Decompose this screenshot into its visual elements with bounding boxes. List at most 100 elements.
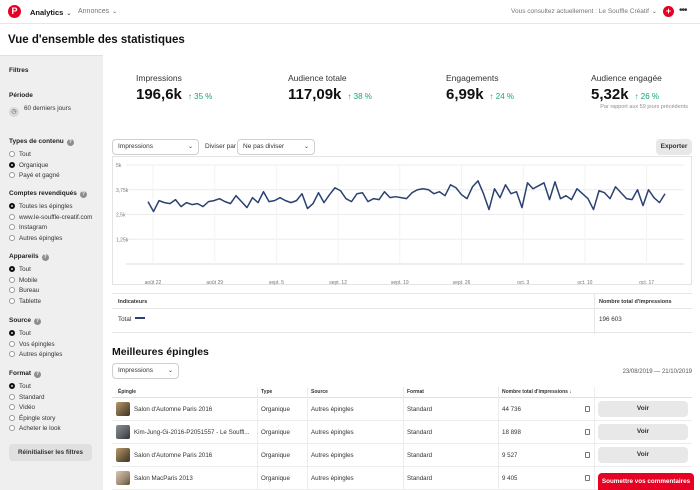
radio-button[interactable] [9, 425, 15, 431]
radio-button[interactable] [9, 351, 15, 357]
format-option[interactable]: Standard [9, 393, 45, 401]
column-header-impressions[interactable]: Nombre total d'impressions ↓ [502, 389, 572, 395]
copy-icon[interactable] [585, 475, 590, 481]
help-icon[interactable]: ? [34, 318, 42, 325]
radio-button[interactable] [9, 172, 15, 178]
claimed-accounts-option[interactable]: Toutes les épingles [9, 203, 73, 210]
claimed-accounts-option[interactable]: www.le-souffle-creatif.com [9, 213, 92, 221]
radio-button[interactable] [9, 297, 15, 304]
comparison-note: Par rapport aux 59 jours précédents [600, 104, 688, 110]
radio-button[interactable] [9, 224, 15, 230]
source-option[interactable]: Vos épingles [9, 340, 55, 348]
pin-source: Autres épingles [311, 475, 354, 482]
indicator-row-label: Total [118, 316, 146, 323]
reset-filters-button[interactable]: Réinitialiser les filtres [9, 444, 92, 461]
devices-option[interactable]: Mobile [9, 276, 38, 284]
column-header-format[interactable]: Format [407, 389, 424, 395]
view-pin-button[interactable]: Voir [598, 447, 688, 463]
pin-thumbnail[interactable] [116, 471, 130, 485]
split-by-select-value: Ne pas diviser [243, 143, 285, 150]
radio-button[interactable] [9, 276, 15, 283]
devices-option[interactable]: Tablette [9, 297, 41, 305]
claimed-accounts-option[interactable]: Autres épingles [9, 234, 62, 242]
content-types-option[interactable]: Payé et gagné [9, 172, 60, 179]
source-option[interactable]: Autres épingles [9, 351, 62, 358]
claimed-accounts-option[interactable]: Instagram [9, 224, 47, 231]
radio-button[interactable] [9, 161, 15, 168]
radio-button[interactable] [9, 404, 15, 410]
table-row[interactable]: Salon d'Automne Paris 2016 Organique Aut… [112, 398, 692, 421]
indicators-table: Indicateurs Nombre total d'impressions T… [112, 293, 692, 334]
stat-value: 6,99k [446, 86, 484, 103]
devices-heading: Appareils? [9, 253, 49, 261]
source-option[interactable]: Tout [9, 330, 31, 337]
help-icon[interactable]: ? [79, 191, 87, 198]
radio-button[interactable] [9, 266, 15, 272]
top-pins-title: Meilleures épingles [112, 346, 209, 358]
format-option[interactable]: Vidéo [9, 404, 35, 411]
radio-label: Tout [19, 151, 31, 158]
pin-title[interactable]: Salon d'Automne Paris 2016 [134, 406, 213, 413]
y-tick-label: 5k [116, 163, 122, 169]
analytics-menu[interactable]: Analytics ⌄ [30, 8, 71, 17]
chevron-down-icon: ⌄ [187, 144, 193, 150]
x-tick-label: oct. 10 [577, 280, 592, 285]
add-icon[interactable]: + [663, 6, 674, 17]
radio-button[interactable] [9, 151, 15, 157]
format-option[interactable]: Épingle story [9, 414, 55, 422]
account-switcher[interactable]: Vous consultez actuellement : Le Souffle… [511, 8, 657, 15]
column-header-pin[interactable]: Épingle [118, 389, 137, 395]
help-icon[interactable]: ? [34, 371, 42, 378]
radio-label: Organique [19, 161, 49, 169]
devices-option[interactable]: Tout [9, 266, 31, 273]
pin-type: Organique [261, 475, 290, 482]
pin-thumbnail[interactable] [116, 425, 130, 439]
radio-button[interactable] [9, 287, 15, 293]
export-button[interactable]: Exporter [656, 139, 692, 155]
help-icon[interactable]: ? [41, 254, 49, 261]
stat-change: 24 % [495, 92, 515, 101]
column-divider [403, 387, 404, 490]
copy-icon[interactable] [585, 429, 590, 435]
table-row[interactable]: Salon d'Automne Paris 2016 Organique Aut… [112, 444, 692, 467]
metric-select[interactable]: Impressions ⌄ [112, 139, 199, 155]
view-pin-button[interactable]: Voir [598, 401, 688, 417]
radio-button[interactable] [9, 330, 15, 336]
column-header-source[interactable]: Source [311, 389, 328, 395]
radio-button[interactable] [9, 234, 15, 241]
period-selector[interactable]: ◷ 60 derniers jours [9, 105, 71, 117]
view-pin-button[interactable]: Voir [598, 424, 688, 440]
radio-label: Tout [19, 266, 31, 273]
pin-thumbnail[interactable] [116, 448, 130, 462]
radio-button[interactable] [9, 213, 15, 220]
pin-title[interactable]: Salon MacParis 2013 [134, 475, 193, 482]
radio-button[interactable] [9, 383, 15, 389]
stat-label: Impressions [136, 73, 182, 83]
format-option[interactable]: Tout [9, 383, 31, 390]
date-range: 23/08/2019 — 21/10/2019 [622, 369, 692, 375]
submit-feedback-button[interactable]: Soumettre vos commentaires [598, 473, 694, 490]
table-row[interactable]: Kim-Jung-Gi-2016-P2051557 - Le Souffl...… [112, 421, 692, 444]
column-header-type[interactable]: Type [261, 389, 273, 395]
pinterest-logo-icon[interactable]: P [8, 5, 21, 18]
radio-button[interactable] [9, 414, 15, 421]
copy-icon[interactable] [585, 452, 590, 458]
radio-button[interactable] [9, 203, 15, 209]
pin-title[interactable]: Kim-Jung-Gi-2016-P2051557 - Le Souffl... [134, 429, 250, 436]
ads-menu[interactable]: Annonces ⌄ [78, 8, 117, 15]
content-types-option[interactable]: Organique [9, 161, 49, 169]
split-by-select[interactable]: Ne pas diviser ⌄ [237, 139, 315, 155]
more-options-icon[interactable]: ••• [679, 5, 687, 16]
top-pins-metric-select[interactable]: Impressions ⌄ [112, 363, 179, 379]
pin-title[interactable]: Salon d'Automne Paris 2016 [134, 452, 213, 459]
pin-format: Standard [407, 452, 433, 459]
pin-thumbnail[interactable] [116, 402, 130, 416]
radio-button[interactable] [9, 393, 15, 400]
content-types-option[interactable]: Tout [9, 151, 31, 158]
format-option[interactable]: Acheter le look [9, 425, 61, 432]
page-title: Vue d'ensemble des statistiques [8, 34, 185, 46]
copy-icon[interactable] [585, 406, 590, 412]
radio-button[interactable] [9, 340, 15, 347]
help-icon[interactable]: ? [66, 139, 74, 146]
devices-option[interactable]: Bureau [9, 287, 39, 294]
